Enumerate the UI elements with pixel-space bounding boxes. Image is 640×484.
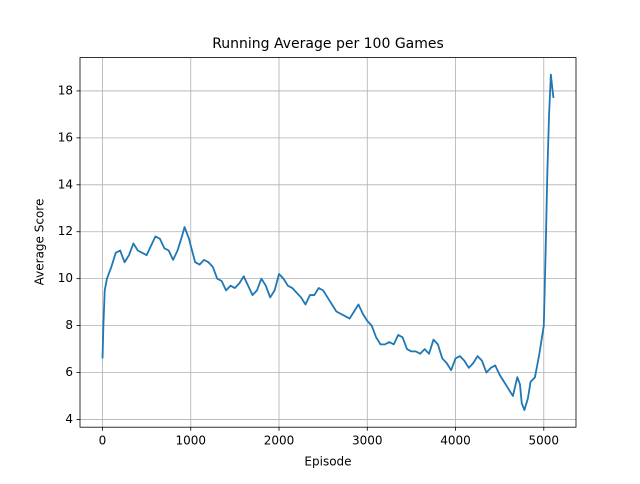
y-tick-label: 12 bbox=[58, 224, 73, 238]
y-tick-label: 14 bbox=[58, 177, 73, 191]
x-tick-label: 2000 bbox=[264, 434, 295, 448]
x-tick-label: 5000 bbox=[529, 434, 560, 448]
chart-title: Running Average per 100 Games bbox=[212, 36, 444, 52]
y-tick-label: 6 bbox=[65, 365, 73, 379]
x-tick-label: 4000 bbox=[440, 434, 471, 448]
y-axis-label: Average Score bbox=[33, 199, 47, 286]
y-tick-label: 8 bbox=[65, 318, 73, 332]
x-tick-label: 1000 bbox=[175, 434, 206, 448]
x-axis-label: Episode bbox=[304, 455, 351, 469]
data-line bbox=[101, 73, 555, 411]
y-tick-label: 18 bbox=[58, 83, 73, 97]
x-tick-label: 0 bbox=[99, 434, 107, 448]
y-tick-label: 4 bbox=[65, 412, 73, 426]
y-tick-label: 16 bbox=[58, 130, 73, 144]
x-tick-label: 3000 bbox=[352, 434, 383, 448]
plot-frame bbox=[79, 57, 577, 428]
y-tick-label: 10 bbox=[58, 271, 73, 285]
